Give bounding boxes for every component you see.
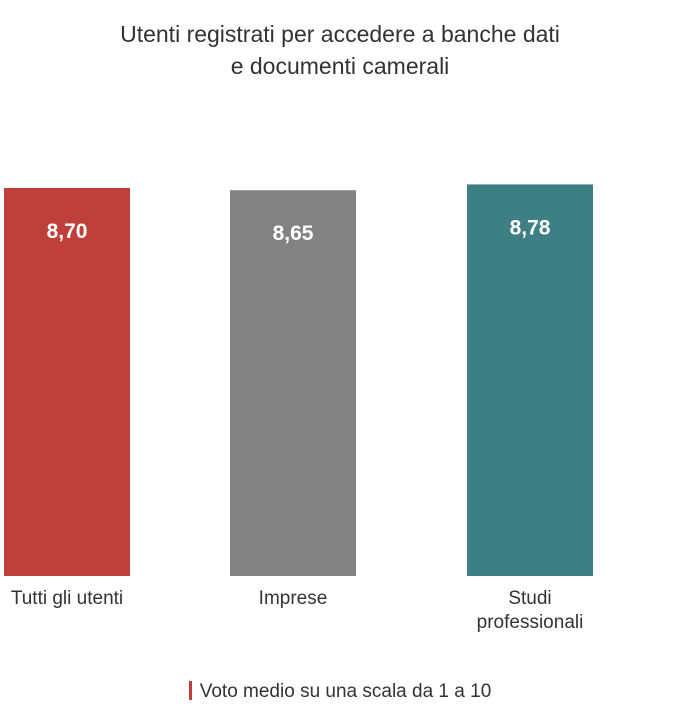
category-label-line: Imprese <box>258 588 328 609</box>
chart-title-line-1: Utenti registrati per accedere a banche … <box>120 21 560 47</box>
chart-title-line-2: e documenti camerali <box>230 53 450 79</box>
value-label-3: 8,78 <box>510 216 551 239</box>
value-label-1: 8,70 <box>47 220 88 243</box>
chart-title: Utenti registrati per accedere a banche … <box>0 18 680 82</box>
bar-3 <box>467 184 593 577</box>
category-label-line: Studi <box>508 588 552 609</box>
category-label-line: Tutti gli utenti <box>10 588 124 609</box>
legend-marker <box>188 681 192 700</box>
category-label-1: Tutti gli utenti <box>0 587 167 611</box>
bar-2 <box>230 190 356 576</box>
bar-1 <box>4 187 130 577</box>
category-label-line: professionali <box>476 612 584 633</box>
value-label-2: 8,65 <box>273 222 314 245</box>
legend-text: Voto medio su una scala da 1 a 10 <box>199 681 492 702</box>
category-label-2: Imprese <box>193 587 393 611</box>
chart-note: Voto medio su una scala da 1 a 10 <box>0 680 680 704</box>
category-label-3: Studi professionali <box>430 587 630 635</box>
